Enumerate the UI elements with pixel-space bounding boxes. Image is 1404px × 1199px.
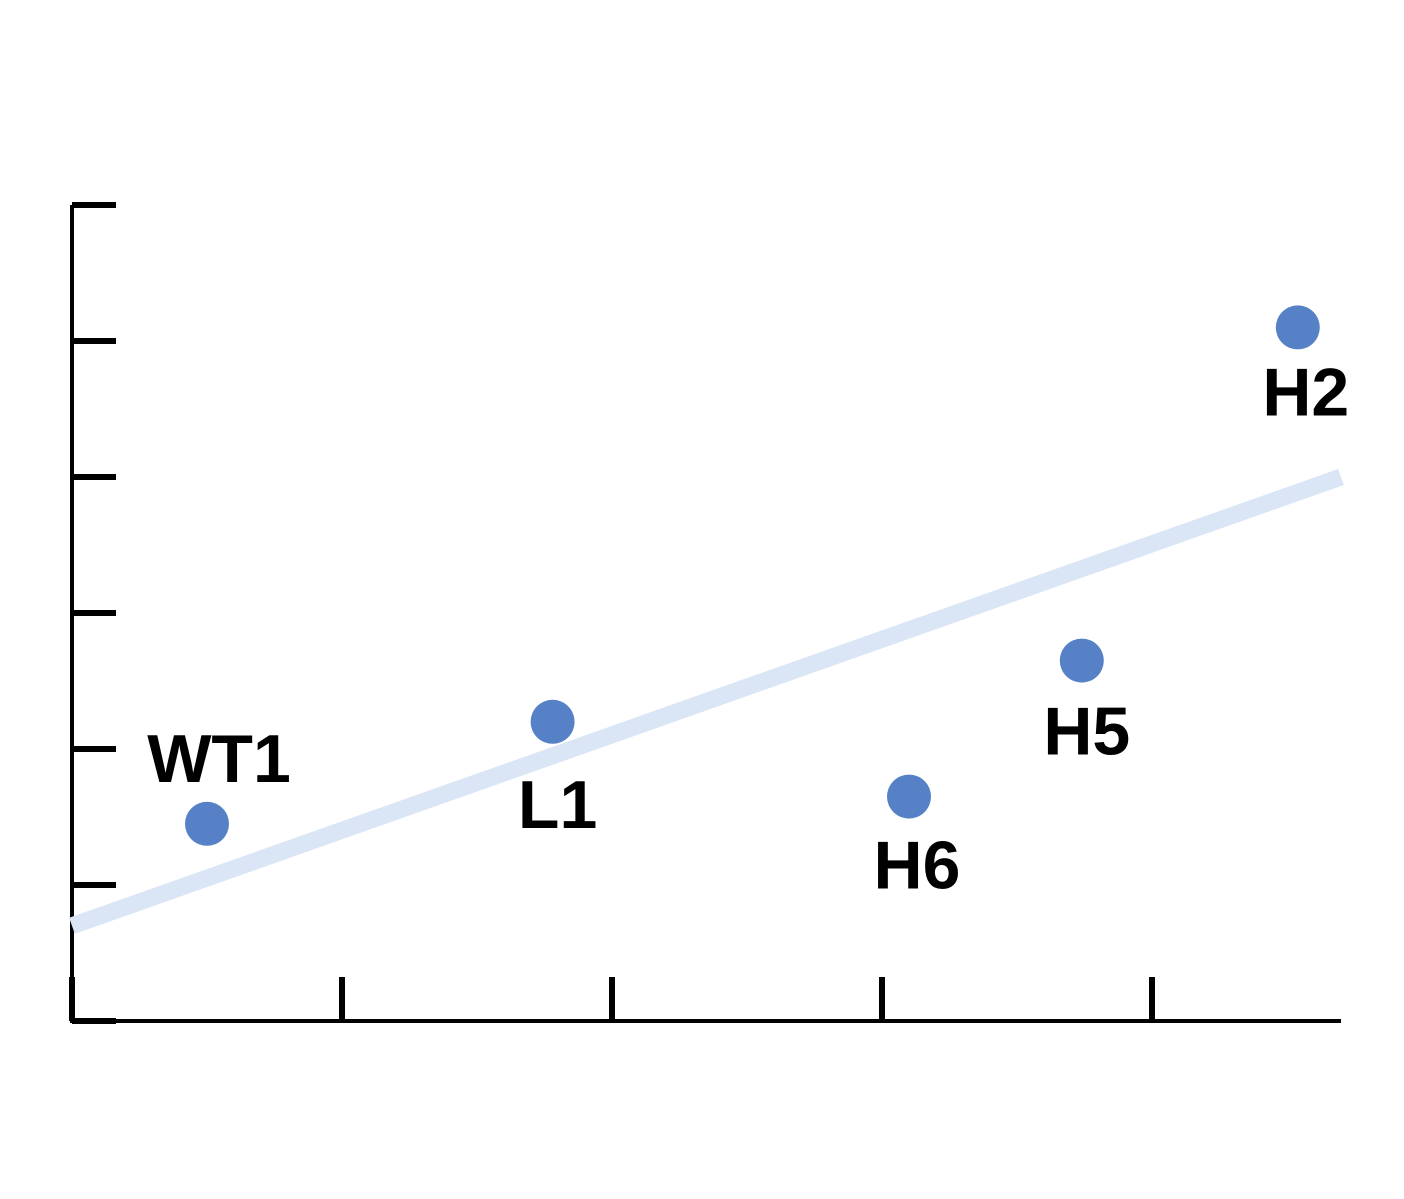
point-h5: [1059, 638, 1104, 683]
trendline-group: [69, 468, 1344, 934]
point-wt1: [185, 801, 229, 846]
point-l1: [530, 699, 575, 744]
point-h6: [887, 774, 931, 819]
point-h2: [1275, 305, 1320, 350]
points-group: WT1 L1 H6 H5 H2: [147, 305, 1349, 904]
point-label-wt1: WT1: [147, 721, 291, 797]
axes: [69, 202, 1341, 1024]
trendline: [69, 468, 1344, 934]
point-label-l1: L1: [518, 767, 597, 843]
point-label-h6: H6: [874, 828, 961, 904]
point-label-h5: H5: [1043, 694, 1130, 770]
point-label-h2: H2: [1262, 354, 1349, 430]
